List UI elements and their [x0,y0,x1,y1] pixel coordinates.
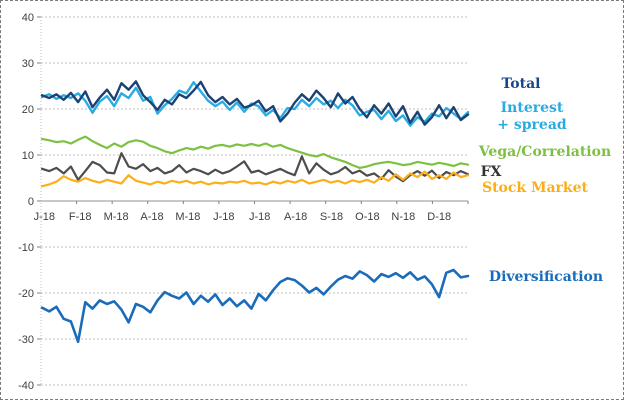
legend-label-fx: FX [480,164,502,180]
x-tick-label: M-18 [104,211,129,223]
y-tick-label: 40 [22,12,34,24]
y-tick-label: 10 [22,150,34,162]
legend-label-diversification: Diversification [488,269,604,285]
x-tick-label: O-18 [355,211,379,223]
x-tick-label: F-18 [69,211,92,223]
series-line-vega-correlation [40,135,470,169]
y-tick-label: -10 [18,242,34,254]
series-line-total [40,80,470,126]
x-tick-label: A-18 [140,211,163,223]
x-tick-label: S-18 [320,211,343,223]
x-tick-label: D-18 [427,211,451,223]
legend-label-interest-spread: Interest + spread [497,100,567,133]
y-tick-label: 0 [28,196,34,208]
x-tick-label: J-18 [213,211,234,223]
series-line-stock-market [40,170,470,188]
series-line-diversification [40,268,470,344]
legend-label-total: Total [501,76,541,92]
legend-label-vega-correlation: Vega/Correlation [478,144,612,160]
x-tick-label: J-18 [34,211,55,223]
x-tick-label: N-18 [391,211,415,223]
series-line-fx [40,152,470,183]
x-tick-label: J-18 [249,211,270,223]
series-line-interest-spread [40,81,470,127]
y-tick-label: -30 [18,334,34,346]
y-tick-label: -20 [18,288,34,300]
y-tick-label: -40 [18,380,34,392]
y-tick-label: 20 [22,104,34,116]
x-tick-label: M-18 [175,211,200,223]
y-tick-label: 30 [22,58,34,70]
x-tick-label: A-18 [284,211,307,223]
legend-label-stock-market: Stock Market [481,180,589,196]
